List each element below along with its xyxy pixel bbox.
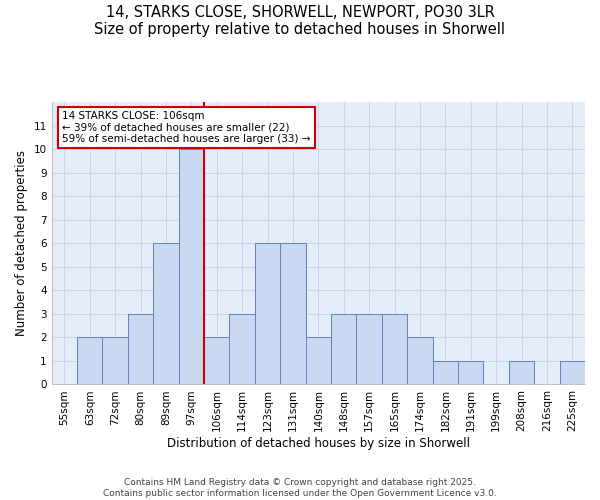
Bar xyxy=(433,361,458,384)
Bar xyxy=(229,314,255,384)
Bar xyxy=(382,314,407,384)
Bar xyxy=(103,338,128,384)
Bar xyxy=(280,244,305,384)
X-axis label: Distribution of detached houses by size in Shorwell: Distribution of detached houses by size … xyxy=(167,437,470,450)
Bar xyxy=(331,314,356,384)
Bar xyxy=(153,244,179,384)
Bar xyxy=(77,338,103,384)
Bar xyxy=(305,338,331,384)
Bar xyxy=(255,244,280,384)
Text: Contains HM Land Registry data © Crown copyright and database right 2025.
Contai: Contains HM Land Registry data © Crown c… xyxy=(103,478,497,498)
Bar xyxy=(356,314,382,384)
Bar xyxy=(407,338,433,384)
Bar xyxy=(179,150,204,384)
Bar xyxy=(458,361,484,384)
Bar xyxy=(560,361,585,384)
Bar xyxy=(204,338,229,384)
Bar xyxy=(509,361,534,384)
Text: 14 STARKS CLOSE: 106sqm
← 39% of detached houses are smaller (22)
59% of semi-de: 14 STARKS CLOSE: 106sqm ← 39% of detache… xyxy=(62,111,311,144)
Bar xyxy=(128,314,153,384)
Text: 14, STARKS CLOSE, SHORWELL, NEWPORT, PO30 3LR
Size of property relative to detac: 14, STARKS CLOSE, SHORWELL, NEWPORT, PO3… xyxy=(95,5,505,38)
Y-axis label: Number of detached properties: Number of detached properties xyxy=(15,150,28,336)
